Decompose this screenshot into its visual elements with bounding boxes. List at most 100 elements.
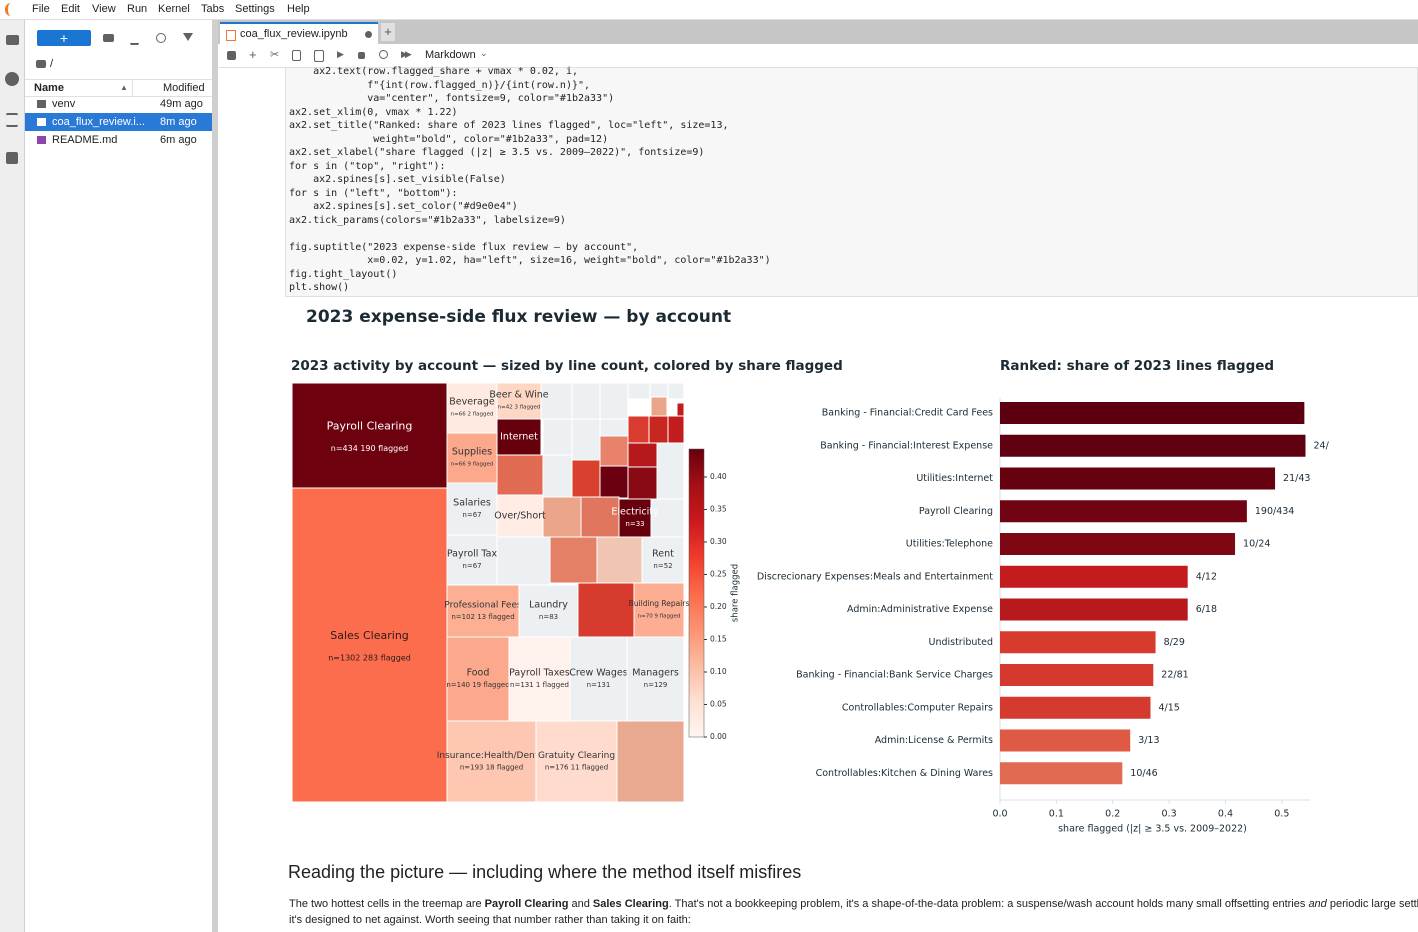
restart-icon[interactable]	[379, 50, 388, 59]
treemap-label: Sales Clearing	[330, 629, 409, 642]
colorbar-tick-label: 0.30	[710, 537, 727, 546]
treemap-label: Payroll Taxes	[509, 668, 570, 679]
new-tab-button[interactable]: +	[381, 23, 395, 41]
running-icon[interactable]	[5, 72, 19, 86]
treemap-cell-unlabeled	[599, 465, 629, 499]
refresh-icon[interactable]	[156, 33, 166, 43]
tab-title[interactable]: coa_flux_review.ipynb	[240, 28, 348, 40]
menu-item[interactable]: Kernel	[158, 3, 190, 15]
text-run: The two hottest cells in the treemap are	[289, 898, 485, 910]
new-launcher-button[interactable]: +	[37, 30, 91, 46]
y-tick-label: Undistributed	[928, 637, 993, 648]
file-row[interactable]: README.md 6m ago	[25, 131, 212, 149]
value-label: 10/24	[1243, 539, 1270, 550]
file-modified: 8m ago	[160, 116, 197, 128]
treemap-cell-unlabeled	[650, 396, 668, 417]
run-icon[interactable]: ▶	[337, 49, 344, 59]
treemap-cell	[508, 636, 571, 722]
y-tick-label: Controllables:Computer Repairs	[842, 702, 993, 713]
treemap-detail: n=129	[644, 681, 668, 689]
treemap-cell-unlabeled	[496, 536, 551, 586]
treemap-cell-unlabeled	[667, 415, 685, 444]
x-tick-label: 0.1	[1049, 809, 1064, 820]
insert-icon[interactable]: +	[249, 47, 257, 62]
file-row[interactable]: coa_flux_review.i... 8m ago	[25, 113, 212, 131]
file-modified: 49m ago	[160, 98, 203, 110]
treemap-label: Beverage	[449, 397, 495, 408]
file-name: venv	[52, 98, 76, 110]
copy-icon[interactable]	[292, 50, 301, 61]
treemap-cell-unlabeled	[656, 442, 685, 500]
treemap-detail: n=131	[587, 681, 611, 689]
extensions-icon[interactable]	[6, 152, 18, 164]
cut-icon[interactable]: ✂	[270, 49, 280, 61]
breadcrumb[interactable]: /	[50, 58, 54, 70]
code-line: fig.suptitle("2023 expense-side flux rev…	[289, 241, 639, 253]
bar	[1000, 434, 1306, 457]
menu-item[interactable]: Edit	[61, 3, 80, 15]
treemap-detail: n=42 3 flagged	[498, 405, 541, 411]
column-header[interactable]: Modified	[163, 82, 205, 94]
notebook-tab[interactable]: coa_flux_review.ipynb	[220, 22, 378, 44]
upload-icon[interactable]	[130, 33, 139, 45]
filter-icon[interactable]	[183, 33, 193, 41]
y-tick-label: Banking - Financial:Bank Service Charges	[796, 670, 993, 681]
menu-item[interactable]: View	[92, 3, 116, 15]
column-header[interactable]: Name	[34, 82, 64, 94]
treemap-cell	[633, 582, 685, 638]
file-browser: + / Name ▲ Modified	[25, 20, 212, 932]
value-label: 10/46	[1130, 768, 1157, 779]
treemap-cell-unlabeled	[577, 582, 635, 638]
bar	[1000, 696, 1151, 719]
save-icon[interactable]	[227, 51, 236, 60]
treemap-cell	[291, 487, 448, 803]
paste-icon[interactable]	[314, 50, 324, 62]
text-run: it's designed to net against. Worth seei…	[289, 914, 691, 926]
y-tick-label: Discrecionary Expenses:Meals and Enterta…	[757, 571, 993, 582]
treemap-detail: n=131 1 flagged	[510, 681, 569, 689]
y-tick-label: Banking - Financial:Credit Card Fees	[822, 408, 993, 419]
menu-item[interactable]: Tabs	[201, 3, 225, 15]
menu-item[interactable]: Settings	[235, 3, 275, 15]
treemap-cell-unlabeled	[676, 402, 685, 417]
treemap-cell-unlabeled	[667, 382, 685, 400]
tab-bar: coa_flux_review.ipynb +	[218, 20, 1418, 44]
splitter[interactable]	[212, 20, 218, 932]
y-tick-label: Utilities:Telephone	[906, 539, 993, 550]
file-icon	[37, 100, 46, 108]
text-run: Payroll Clearing	[484, 898, 569, 910]
value-label: 3/13	[1138, 735, 1159, 746]
run-all-icon[interactable]: ▶▶	[401, 49, 412, 59]
colorbar-tick-label: 0.10	[710, 667, 727, 676]
menu-item[interactable]: File	[32, 3, 50, 15]
treemap-detail: n=1302 283 flagged	[328, 654, 411, 663]
cell-type-select[interactable]: Markdown	[425, 49, 476, 61]
treemap-cell	[618, 498, 652, 538]
colorbar-tick-label: 0.40	[710, 472, 727, 481]
menu-item[interactable]: Help	[287, 3, 310, 15]
stop-icon[interactable]	[358, 52, 365, 59]
x-tick-label: 0.0	[992, 809, 1007, 820]
treemap-cell-unlabeled	[580, 496, 620, 538]
treemap-label: Internet	[500, 432, 538, 443]
y-tick-label: Controllables:Kitchen & Dining Wares	[816, 768, 993, 779]
treemap-cell	[569, 636, 628, 722]
activity-bar	[0, 20, 25, 932]
menu-item[interactable]: Run	[127, 3, 148, 15]
dropdown-arrow[interactable]: ⌄	[480, 48, 488, 58]
new-folder-icon[interactable]	[103, 34, 114, 42]
code-cell[interactable]	[285, 67, 1418, 297]
treemap-detail: n=434 190 flagged	[331, 444, 409, 453]
files-icon[interactable]	[6, 35, 19, 45]
treemap-cell-unlabeled	[627, 466, 658, 500]
toc-icon[interactable]	[6, 113, 18, 127]
treemap-cell-unlabeled	[496, 454, 544, 496]
treemap-label: Beer & Wine	[489, 390, 548, 401]
treemap-cell	[496, 494, 544, 538]
colorbar-tick-label: 0.05	[710, 699, 727, 708]
treemap-cell	[446, 432, 498, 484]
treemap-cell-unlabeled	[627, 382, 651, 400]
file-row[interactable]: venv 49m ago	[25, 95, 212, 113]
y-tick-label: Payroll Clearing	[919, 506, 993, 517]
